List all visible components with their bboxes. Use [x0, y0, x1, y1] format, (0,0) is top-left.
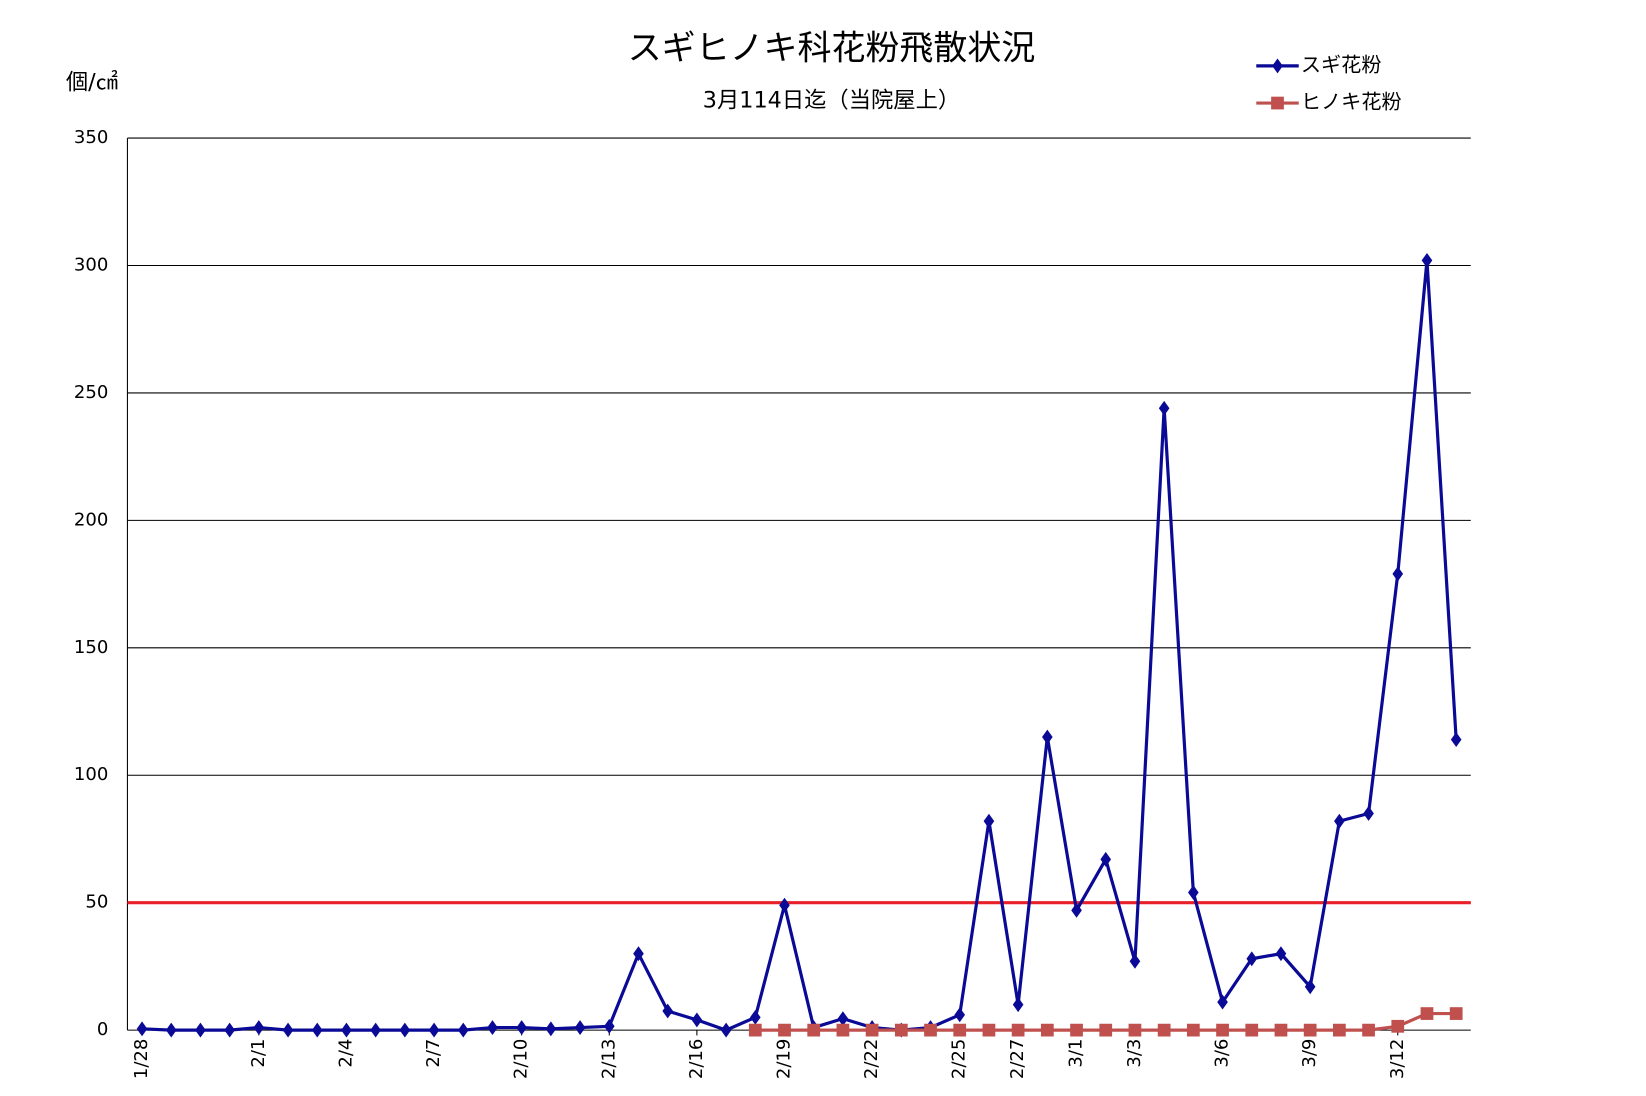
data-point: [1449, 1007, 1463, 1020]
data-point: [748, 1023, 762, 1037]
data-point: [1042, 729, 1053, 745]
data-point: [954, 1007, 966, 1023]
x-tick-label: 2/4: [335, 1039, 356, 1068]
data-point: [1391, 1019, 1405, 1033]
data-point: [574, 1020, 586, 1036]
chart-subtitle: 3月114日迄（当院屋上）: [703, 87, 960, 113]
data-point: [603, 1018, 615, 1034]
data-point: [633, 946, 644, 962]
data-point: [953, 1023, 967, 1037]
data-point: [1012, 997, 1024, 1013]
legend-marker: [1272, 58, 1283, 74]
data-point: [779, 897, 790, 913]
data-point: [1216, 1023, 1229, 1037]
x-tick-label: 2/13: [598, 1039, 619, 1080]
x-tick-label: 2/19: [774, 1039, 795, 1080]
data-point: [924, 1023, 937, 1037]
x-tick-label: 2/10: [511, 1039, 532, 1080]
y-tick-label: 350: [74, 127, 108, 148]
data-point: [195, 1022, 206, 1038]
data-point: [1362, 1023, 1375, 1037]
data-point: [1099, 1023, 1113, 1037]
data-point: [253, 1020, 265, 1036]
x-tick-label: 3/1: [1066, 1039, 1087, 1068]
y-axis-label: 個/㎠: [66, 69, 118, 95]
data-point: [894, 1023, 908, 1037]
data-point: [1071, 902, 1082, 918]
y-tick-label: 250: [74, 382, 108, 403]
data-point: [1303, 1023, 1317, 1037]
data-point: [1274, 1023, 1288, 1037]
data-point: [691, 1012, 703, 1028]
data-point: [1129, 953, 1141, 969]
data-point: [865, 1023, 879, 1037]
data-point: [983, 813, 995, 829]
data-point: [1304, 979, 1316, 995]
data-point: [1392, 566, 1404, 582]
data-point: [1158, 400, 1170, 416]
data-point: [1188, 885, 1199, 900]
y-tick-label: 150: [74, 637, 108, 658]
data-point: [1275, 946, 1287, 962]
data-point: [836, 1023, 850, 1037]
data-point: [370, 1022, 381, 1038]
data-point: [311, 1022, 323, 1038]
x-tick-label: 2/1: [248, 1039, 269, 1068]
legend-label: ヒノキ花粉: [1301, 90, 1402, 114]
data-point: [1334, 813, 1345, 829]
y-tick-label: 200: [74, 509, 108, 530]
data-point: [282, 1022, 294, 1038]
data-point: [1245, 1023, 1259, 1037]
data-point: [1040, 1023, 1054, 1037]
x-tick-label: 2/25: [949, 1039, 970, 1080]
data-point: [982, 1023, 996, 1037]
x-tick-label: 3/6: [1212, 1039, 1233, 1068]
data-point: [545, 1021, 557, 1037]
x-tick-label: 2/27: [1007, 1039, 1028, 1080]
data-point: [457, 1022, 469, 1038]
data-point: [1128, 1023, 1142, 1037]
y-tick-label: 0: [97, 1019, 108, 1040]
legend-label: スギ花粉: [1301, 52, 1382, 76]
data-point: [1011, 1023, 1025, 1037]
data-point: [1332, 1023, 1346, 1037]
data-point: [1450, 732, 1462, 748]
x-tick-label: 2/7: [423, 1039, 444, 1068]
data-point: [165, 1022, 177, 1038]
data-point: [720, 1022, 732, 1038]
data-point: [837, 1011, 849, 1027]
x-tick-label: 3/9: [1299, 1039, 1320, 1068]
data-point: [1363, 806, 1374, 821]
data-point: [1157, 1023, 1171, 1037]
data-point: [136, 1021, 148, 1037]
data-point: [428, 1022, 440, 1038]
data-point: [1070, 1023, 1083, 1037]
data-point: [1420, 1007, 1434, 1020]
data-point: [1186, 1023, 1200, 1037]
chart-title: スギヒノキ科花粉飛散状況: [628, 28, 1036, 68]
data-point: [399, 1022, 411, 1038]
data-point: [778, 1023, 791, 1037]
y-tick-label: 100: [74, 764, 108, 785]
data-point: [749, 1009, 761, 1025]
data-point: [1217, 994, 1228, 1010]
legend-marker: [1271, 96, 1284, 110]
data-point: [807, 1023, 821, 1037]
data-point: [516, 1020, 527, 1036]
data-point: [662, 1003, 674, 1019]
x-tick-label: 3/3: [1124, 1039, 1145, 1068]
x-tick-label: 1/28: [131, 1039, 152, 1080]
x-tick-label: 2/22: [861, 1039, 882, 1080]
x-tick-label: 3/12: [1387, 1039, 1408, 1080]
data-point: [341, 1022, 352, 1038]
y-tick-label: 50: [85, 892, 108, 913]
data-point: [224, 1022, 235, 1038]
series-line: [141, 260, 1458, 1032]
y-tick-label: 300: [74, 255, 108, 276]
x-tick-label: 2/16: [686, 1039, 707, 1080]
data-point: [487, 1020, 498, 1036]
